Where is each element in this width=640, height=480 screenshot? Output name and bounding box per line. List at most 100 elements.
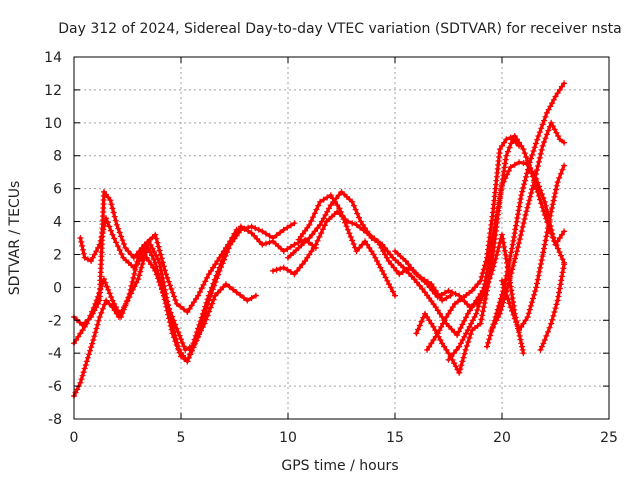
data-point-marker <box>291 241 298 248</box>
data-point-marker <box>380 271 387 278</box>
data-point-marker <box>110 209 117 216</box>
data-point-marker <box>558 231 565 238</box>
data-point-marker <box>343 223 350 230</box>
data-point-marker <box>495 205 501 212</box>
data-point-marker <box>302 258 309 264</box>
data-point-marker <box>505 264 511 271</box>
data-point-marker <box>556 289 563 296</box>
data-point-marker <box>209 286 216 293</box>
data-point-marker <box>453 346 460 353</box>
data-point-marker <box>222 281 229 288</box>
data-point-marker <box>448 353 455 360</box>
data-point-marker <box>501 243 508 250</box>
data-point-marker <box>561 261 568 268</box>
data-point-marker <box>497 193 503 200</box>
x-tick-label: 25 <box>600 430 618 446</box>
data-point-marker <box>514 244 521 251</box>
data-point-marker <box>455 328 462 335</box>
data-point-marker <box>173 300 180 307</box>
data-point-marker <box>362 238 368 245</box>
data-point-marker <box>451 329 458 336</box>
data-point-marker <box>195 292 202 299</box>
data-point-marker <box>551 309 558 315</box>
axis-ticks <box>73 56 610 420</box>
data-point-marker <box>372 237 378 244</box>
data-point-marker <box>531 291 538 298</box>
data-point-marker <box>106 290 113 297</box>
data-point-marker <box>561 139 568 146</box>
data-point-marker <box>491 227 498 234</box>
series-arc-4 <box>71 188 319 329</box>
data-point-marker <box>541 139 548 145</box>
data-point-marker <box>524 204 531 211</box>
data-point-marker <box>136 248 143 255</box>
data-point-marker <box>439 297 446 304</box>
data-point-marker <box>477 320 484 327</box>
data-point-marker <box>329 195 336 202</box>
data-point-marker <box>199 317 206 324</box>
data-point-marker <box>529 299 535 306</box>
data-point-marker <box>504 148 511 155</box>
data-point-marker <box>164 307 171 314</box>
data-point-marker <box>525 163 532 169</box>
data-point-marker <box>337 208 344 215</box>
y-tick-label: -4 <box>48 346 62 362</box>
data-point-marker <box>167 282 173 289</box>
data-point-marker <box>456 292 463 299</box>
data-point-marker <box>119 237 126 244</box>
data-point-marker <box>122 244 129 251</box>
data-point-marker <box>95 317 102 324</box>
data-point-marker <box>480 308 486 315</box>
data-point-marker <box>201 313 208 320</box>
data-point-marker <box>306 221 313 228</box>
data-point-marker <box>353 221 360 228</box>
data-point-marker <box>513 222 519 229</box>
data-point-marker <box>487 250 494 257</box>
data-point-marker <box>553 129 560 136</box>
data-point-marker <box>505 281 512 288</box>
data-point-marker <box>388 261 395 268</box>
data-point-marker <box>471 314 478 320</box>
data-point-marker <box>552 93 559 100</box>
data-point-marker <box>106 223 113 230</box>
data-point-marker <box>520 220 527 226</box>
data-point-marker <box>463 314 469 321</box>
data-point-marker <box>544 229 551 236</box>
y-tick-label: 14 <box>44 50 62 66</box>
data-point-marker <box>506 300 513 307</box>
data-point-marker <box>190 299 197 306</box>
data-point-marker <box>160 263 167 270</box>
data-point-marker <box>140 257 147 264</box>
data-point-marker <box>399 269 406 275</box>
data-point-marker <box>327 202 334 209</box>
data-point-marker <box>543 332 550 339</box>
data-point-marker <box>541 337 548 343</box>
x-tick-labels: 0 5 10 15 20 25 <box>70 430 618 446</box>
data-point-marker <box>542 202 549 209</box>
data-point-marker <box>535 133 542 139</box>
data-point-marker <box>511 259 518 266</box>
data-point-marker <box>516 236 523 243</box>
data-point-marker <box>428 320 435 327</box>
data-point-marker <box>466 335 473 341</box>
data-point-marker <box>306 235 313 241</box>
data-point-marker <box>154 239 161 246</box>
data-point-marker <box>383 254 390 261</box>
data-point-marker <box>92 329 99 336</box>
data-point-marker <box>166 315 172 322</box>
data-point-marker <box>550 197 557 204</box>
data-point-marker <box>549 205 555 211</box>
data-point-marker <box>541 117 548 124</box>
data-point-marker <box>123 298 130 305</box>
data-point-marker <box>495 314 502 320</box>
data-point-marker <box>554 297 561 304</box>
data-point-marker <box>171 293 177 300</box>
data-point-marker <box>466 304 473 311</box>
data-point-marker <box>347 233 354 240</box>
data-point-marker <box>505 261 512 267</box>
data-point-marker <box>499 235 506 242</box>
data-point-marker <box>207 293 214 300</box>
data-point-marker <box>408 264 415 271</box>
data-point-marker <box>152 259 159 266</box>
